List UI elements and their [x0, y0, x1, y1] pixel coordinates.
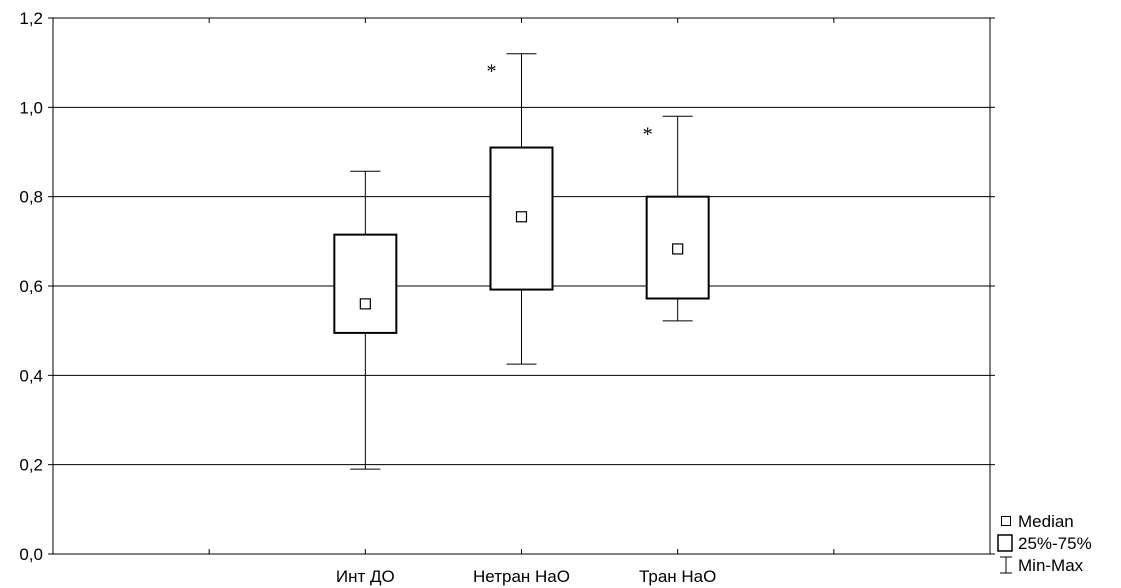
box-group: *	[643, 115, 710, 322]
y-tick-label: 0,8	[19, 188, 43, 207]
legend-item: 25%-75%	[997, 534, 1092, 553]
legend-label: 25%-75%	[1018, 534, 1092, 553]
box-group: *	[487, 53, 554, 365]
boxes-layer: **	[333, 53, 710, 470]
iqr-box	[333, 233, 398, 334]
legend-label: Min-Max	[1018, 556, 1084, 575]
x-axis: Инт ДО Нетран НаО Тран НаО	[208, 18, 835, 586]
legend-item: Min-Max	[1000, 556, 1084, 575]
median-marker	[672, 243, 684, 255]
significance-marker: *	[643, 123, 653, 145]
legend-median-icon	[1001, 516, 1011, 526]
y-tick-label: 1,0	[19, 98, 43, 117]
y-axis: 0,0 0,2 0,4 0,6 0,8 1,0 1,2	[19, 9, 995, 564]
x-tick-label: Инт ДО	[336, 567, 395, 586]
median-marker	[515, 211, 528, 223]
legend-label: Median	[1018, 512, 1074, 531]
box-group	[333, 170, 398, 470]
y-tick-label: 0,2	[19, 456, 43, 475]
y-tick-label: 1,2	[19, 9, 43, 28]
legend-box-icon	[997, 534, 1013, 552]
median-marker	[359, 298, 371, 310]
iqr-box	[645, 195, 710, 300]
x-tick-label: Тран НаО	[639, 567, 716, 586]
y-tick-label: 0,0	[19, 545, 43, 564]
y-tick-label: 0,6	[19, 277, 43, 296]
y-tick-label: 0,4	[19, 366, 43, 385]
legend-item: Median	[1001, 512, 1074, 531]
x-tick-label: Нетран НаО	[473, 567, 570, 586]
significance-marker: *	[487, 61, 497, 83]
legend: Median 25%-75% Min-Max	[997, 512, 1092, 575]
